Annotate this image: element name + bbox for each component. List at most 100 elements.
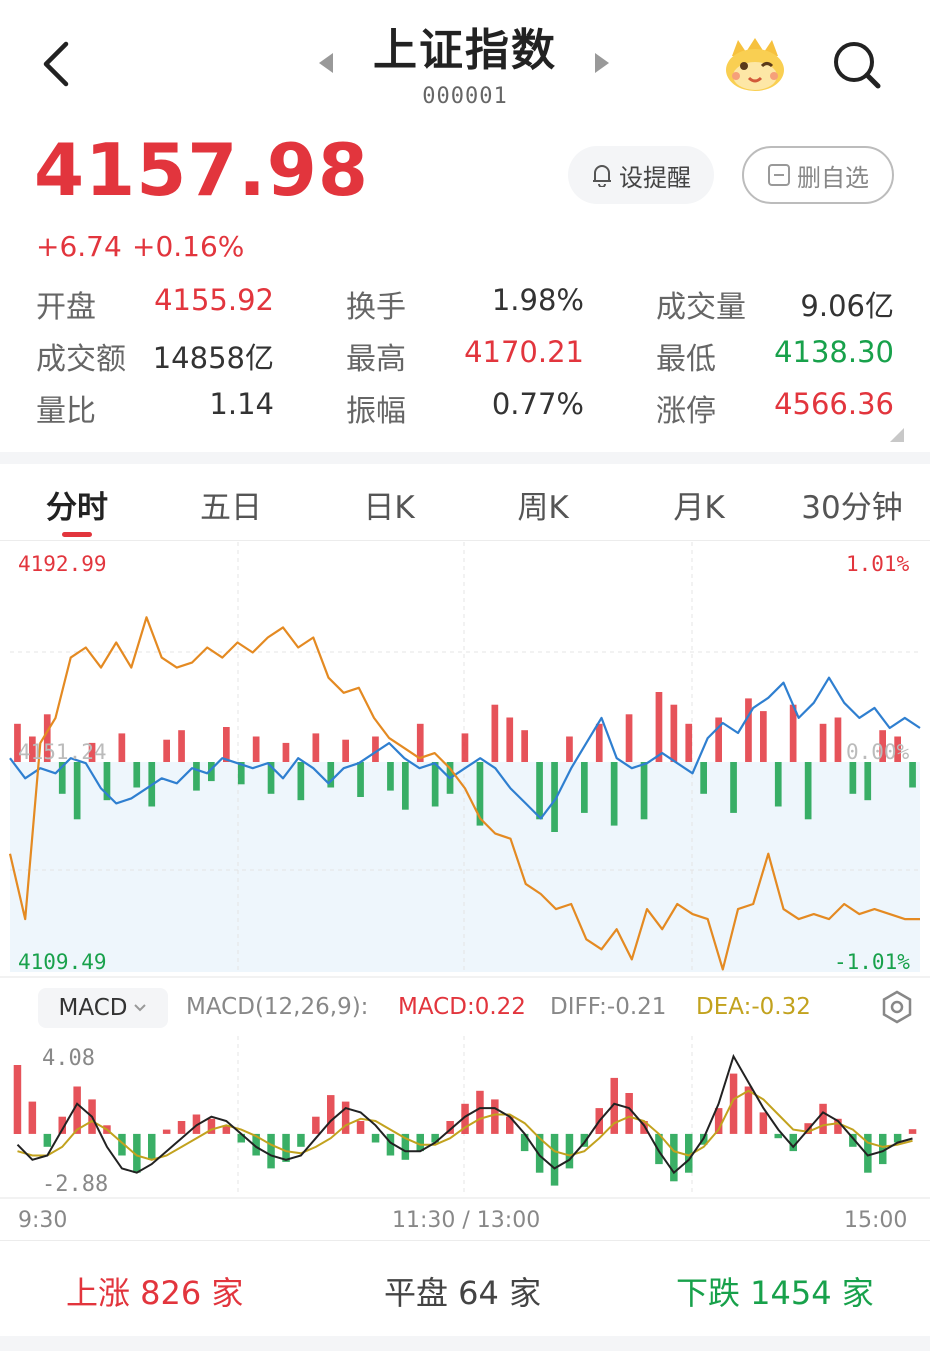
volume-bar-up [461, 733, 469, 762]
volume-bar-down [551, 762, 558, 832]
macd-bar-negative [267, 1133, 275, 1169]
macd-bar-positive [177, 1121, 186, 1134]
volume-bar-up [491, 704, 499, 762]
bottom-band [0, 1336, 930, 1351]
macd-bar-negative [252, 1133, 260, 1156]
macd-bar-positive [506, 1116, 514, 1134]
macd-bar-positive [729, 1073, 738, 1134]
volume-bar-up [521, 730, 528, 762]
volume-bar-up [715, 717, 722, 762]
volume-bar-up [29, 736, 36, 762]
volume-bar-down [581, 762, 588, 813]
diff-line [16, 1053, 913, 1175]
tab-weekly-k[interactable]: 周K [517, 490, 569, 526]
volume-bar-up [670, 704, 678, 762]
decliners-count[interactable]: 下跌 1454 家 [676, 1274, 874, 1312]
stat-label-amount: 成交额 [36, 342, 126, 377]
macd-bar-positive [610, 1077, 618, 1134]
macd-bar-negative [520, 1133, 529, 1152]
macd-bar-negative [431, 1133, 439, 1143]
volume-bar-up [282, 742, 290, 762]
macd-chart[interactable] [0, 1036, 930, 1200]
current-price: 4157.98 [34, 128, 369, 212]
macd-bar-positive [714, 1108, 723, 1134]
search-icon[interactable] [832, 40, 882, 90]
tab-monthly-k[interactable]: 月K [673, 490, 725, 526]
stat-value-amplitude: 0.77% [491, 387, 584, 421]
mascot-icon[interactable] [722, 34, 788, 94]
volume-bar-up [252, 736, 260, 762]
macd-bar-positive [162, 1129, 171, 1134]
macd-bar-positive [834, 1118, 842, 1134]
stat-value-volume: 9.06亿 [800, 289, 894, 323]
volume-bar-down [58, 762, 66, 794]
volume-bar-down [237, 762, 245, 785]
macd-bar-negative [148, 1133, 156, 1160]
previous-index-icon[interactable] [318, 52, 334, 74]
volume-bar-up [342, 739, 349, 762]
volume-bar-down [909, 762, 916, 788]
macd-bar-negative [849, 1133, 857, 1147]
indicator-selector[interactable]: MACD [38, 988, 168, 1028]
set-alert-button[interactable]: 设提醒 [568, 146, 714, 204]
indicator-selector-label: MACD [58, 995, 128, 1021]
macd-bar-negative [864, 1133, 872, 1173]
macd-bar-positive [312, 1116, 320, 1134]
volume-bar-up [88, 742, 96, 762]
macd-bar-negative [386, 1133, 395, 1156]
time-open: 9:30 [18, 1208, 68, 1233]
time-close: 15:00 [844, 1208, 908, 1233]
dea-value: DEA:-0.32 [696, 994, 811, 1020]
volume-bar-down [640, 762, 648, 820]
volume-bar-up [894, 736, 901, 762]
macd-axis-top: 4.08 [42, 1046, 95, 1071]
volume-bar-up [789, 704, 797, 762]
macd-bar-positive [58, 1116, 66, 1134]
intraday-chart[interactable] [0, 542, 930, 978]
macd-bar-negative [774, 1133, 782, 1139]
tab-30-minute[interactable]: 30分钟 [801, 490, 903, 526]
macd-bar-negative [655, 1133, 663, 1165]
volume-bar-up [834, 717, 842, 762]
volume-bar-up [685, 723, 693, 762]
macd-bar-negative [297, 1133, 305, 1147]
percent-axis-top: 1.01% [846, 552, 910, 576]
stat-label-high: 最高 [346, 342, 406, 377]
percent-axis-mid: 0.00% [846, 740, 910, 764]
macd-bar-positive [13, 1065, 22, 1134]
price-axis-bottom: 4109.49 [18, 950, 107, 974]
macd-bar-negative [565, 1133, 574, 1169]
stat-label-low: 最低 [656, 342, 716, 377]
unchanged-count[interactable]: 平盘 64 家 [384, 1274, 542, 1312]
tab-daily-k[interactable]: 日K [363, 490, 415, 526]
price-change: +6.74 [36, 230, 122, 263]
macd-bar-negative [685, 1133, 693, 1173]
volume-bar-up [416, 723, 424, 762]
macd-bar-positive [461, 1103, 469, 1134]
tabs-divider [0, 540, 930, 541]
macd-bar-positive [625, 1093, 633, 1134]
volume-bar-down [357, 762, 364, 797]
volume-bar-down [700, 762, 707, 794]
volume-bar-up [223, 727, 230, 762]
back-arrow-icon[interactable] [38, 40, 74, 88]
next-index-icon[interactable] [594, 52, 610, 74]
bell-icon [593, 165, 611, 187]
volume-bar-down [387, 762, 394, 791]
remove-watchlist-button[interactable]: 删自选 [742, 146, 894, 204]
tab-five-day[interactable]: 五日 [200, 490, 262, 526]
tab-intraday[interactable]: 分时 [46, 490, 108, 526]
macd-bar-positive [491, 1099, 499, 1134]
macd-bar-negative [237, 1133, 245, 1143]
advancers-count[interactable]: 上涨 826 家 [66, 1274, 244, 1312]
volume-bar-up [625, 714, 633, 762]
stat-label-volume: 成交量 [656, 290, 746, 325]
macd-bar-positive [341, 1101, 350, 1134]
volume-bar-down [208, 762, 215, 782]
macd-bar-positive [744, 1086, 753, 1134]
settings-icon[interactable] [880, 990, 914, 1024]
expand-corner-icon[interactable] [890, 428, 904, 442]
volume-bar-up [745, 698, 752, 762]
macd-bar-negative [893, 1133, 902, 1143]
macd-bar-positive [908, 1129, 917, 1134]
